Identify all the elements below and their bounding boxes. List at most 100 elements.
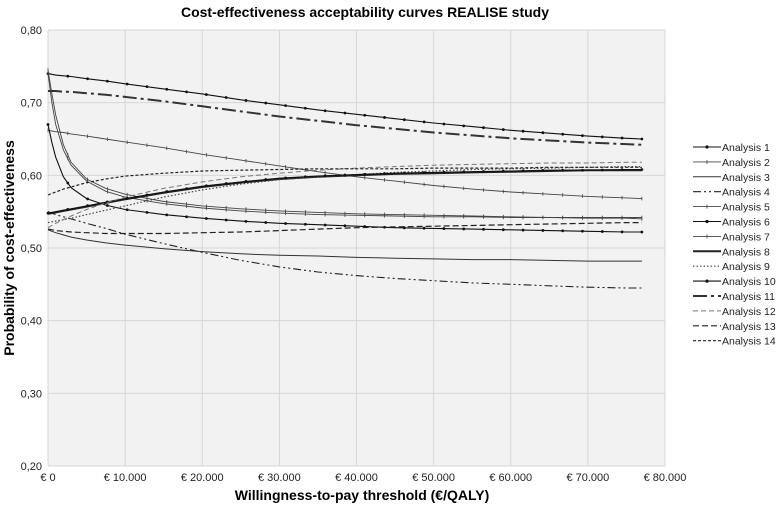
y-tick-labels: 0,20 0,30 0,40 0,50 0,60 0,70 0,80	[21, 25, 42, 473]
data-point	[125, 82, 129, 86]
legend-label: Analysis 7	[722, 231, 770, 243]
legend-label: Analysis 4	[722, 187, 770, 199]
data-point	[561, 229, 565, 233]
data-point	[581, 134, 584, 138]
data-point	[125, 208, 129, 212]
data-point	[284, 176, 287, 180]
data-point	[600, 168, 604, 172]
y-axis-title: Probability of cost-effectiveness	[1, 140, 17, 356]
data-point	[402, 171, 406, 175]
legend-item: Analysis 9	[693, 261, 770, 273]
legend-label: Analysis 10	[722, 276, 776, 288]
data-point	[422, 120, 426, 124]
data-point	[284, 222, 287, 225]
x-tick-label: € 0	[40, 472, 55, 484]
data-point	[86, 204, 89, 208]
legend-item: Analysis 7	[693, 231, 770, 243]
data-point	[363, 113, 367, 117]
data-point	[541, 131, 545, 135]
data-point	[521, 228, 525, 232]
data-point	[105, 79, 109, 83]
data-point	[66, 207, 70, 211]
series-analysis-13	[47, 222, 642, 235]
legend: Analysis 1 Analysis 2 Analysis 3 Analysis 4…	[693, 142, 776, 348]
data-point	[442, 122, 446, 126]
data-point	[462, 227, 466, 231]
data-point	[383, 172, 386, 175]
series-analysis-3	[47, 229, 642, 262]
data-point	[165, 87, 169, 91]
series-line	[47, 73, 642, 218]
series-analysis-10	[46, 168, 644, 215]
data-point	[125, 196, 129, 200]
data-point	[402, 118, 406, 122]
data-point	[284, 104, 287, 108]
data-point	[244, 99, 248, 102]
data-point	[600, 230, 604, 233]
data-point	[442, 170, 446, 174]
x-tick-label: € 50.000	[412, 472, 455, 484]
x-tick-label: € 10.000	[104, 472, 147, 484]
y-tick-label: 0,30	[21, 388, 42, 400]
data-point	[541, 168, 545, 172]
data-point	[145, 85, 149, 89]
series-line	[47, 211, 642, 289]
y-tick-label: 0,40	[21, 316, 42, 328]
x-axis-title: Willingness-to-pay threshold (€/QALY)	[235, 487, 490, 503]
x-tick-label: € 30.000	[258, 472, 301, 484]
data-point	[462, 124, 466, 128]
series-analysis-1	[46, 72, 644, 141]
series-line	[48, 90, 642, 146]
legend-label: Analysis 12	[722, 306, 776, 318]
data-point	[204, 93, 208, 96]
series-analysis-14	[47, 166, 642, 196]
legend-label: Analysis 5	[722, 202, 770, 214]
data-point	[185, 187, 188, 190]
data-point	[561, 132, 565, 136]
data-point	[600, 135, 604, 139]
data-point	[224, 96, 228, 99]
legend-item: Analysis 13	[693, 321, 776, 333]
legend-label: Analysis 6	[722, 217, 770, 229]
data-point	[145, 210, 149, 214]
legend-item: Analysis 1	[693, 142, 770, 154]
data-point	[521, 129, 525, 133]
y-tick-label: 0,20	[21, 461, 42, 473]
data-point	[620, 136, 624, 140]
series-line	[47, 222, 642, 235]
series-analysis-12	[47, 161, 642, 229]
data-point	[343, 111, 347, 115]
data-point	[105, 204, 109, 207]
series-line	[47, 129, 642, 200]
legend-item: Analysis 3	[693, 172, 770, 184]
x-tick-labels: € 0 € 10.000 € 20.000 € 30.000 € 40.000 € 50.…	[40, 472, 686, 484]
data-point	[323, 223, 327, 227]
data-point	[66, 181, 70, 185]
legend-item: Analysis 2	[693, 157, 770, 169]
series-line	[47, 161, 642, 229]
y-tick-label: 0,80	[21, 25, 42, 37]
x-tick-label: € 40.000	[335, 472, 378, 484]
data-point	[640, 137, 644, 141]
data-point	[521, 169, 525, 173]
data-point	[86, 77, 89, 81]
data-point	[185, 215, 188, 219]
legend-item: Analysis 8	[693, 246, 770, 258]
legend-marker	[705, 219, 709, 224]
data-point	[303, 106, 307, 110]
data-point	[640, 168, 644, 171]
data-point	[185, 90, 188, 94]
legend-label: Analysis 8	[722, 246, 770, 258]
data-point	[303, 222, 307, 226]
data-point	[541, 229, 545, 232]
series-analysis-4	[47, 211, 642, 289]
legend-label: Analysis 9	[722, 261, 770, 273]
series-analysis-11	[48, 90, 642, 146]
data-point	[343, 224, 347, 228]
legend-label: Analysis 11	[722, 291, 775, 303]
data-point	[422, 226, 426, 230]
data-point	[581, 168, 584, 172]
legend-item: Analysis 10	[693, 276, 776, 288]
x-tick-label: € 60.000	[489, 472, 532, 484]
data-point	[482, 227, 485, 231]
